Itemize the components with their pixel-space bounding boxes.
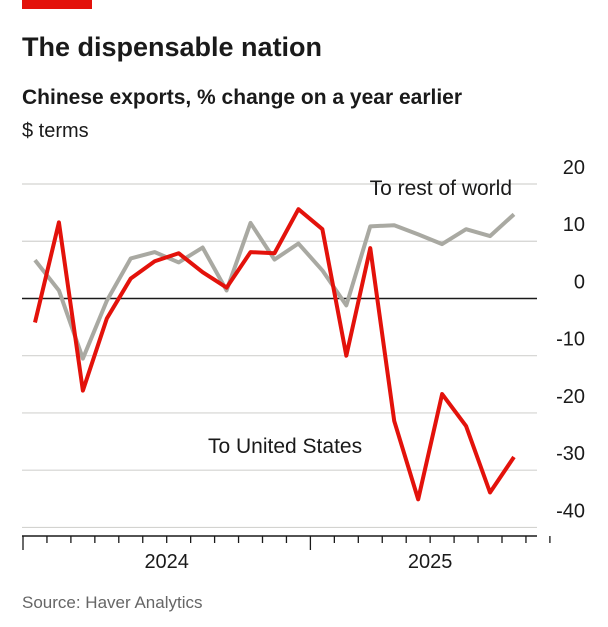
series-line [33, 212, 516, 361]
x-year-label: 2024 [144, 551, 189, 573]
y-tick-label: -30 [556, 443, 585, 465]
chart-title: The dispensable nation [22, 32, 322, 62]
series-label: To rest of world [370, 177, 512, 200]
brand-bar [22, 0, 92, 9]
source: Source: Haver Analytics [22, 593, 202, 612]
y-tick-label: 20 [563, 157, 585, 179]
unit-note: $ terms [22, 120, 89, 142]
y-tick-label: 0 [574, 271, 585, 293]
chart-subtitle: Chinese exports, % change on a year earl… [22, 86, 462, 109]
y-tick-label: -20 [556, 386, 585, 408]
series-line [33, 207, 516, 502]
x-year-label: 2025 [408, 551, 453, 573]
y-tick-label: -10 [556, 329, 585, 351]
y-tick-label: -40 [556, 500, 585, 522]
series-label: To United States [208, 435, 362, 458]
y-tick-label: 10 [563, 214, 585, 236]
